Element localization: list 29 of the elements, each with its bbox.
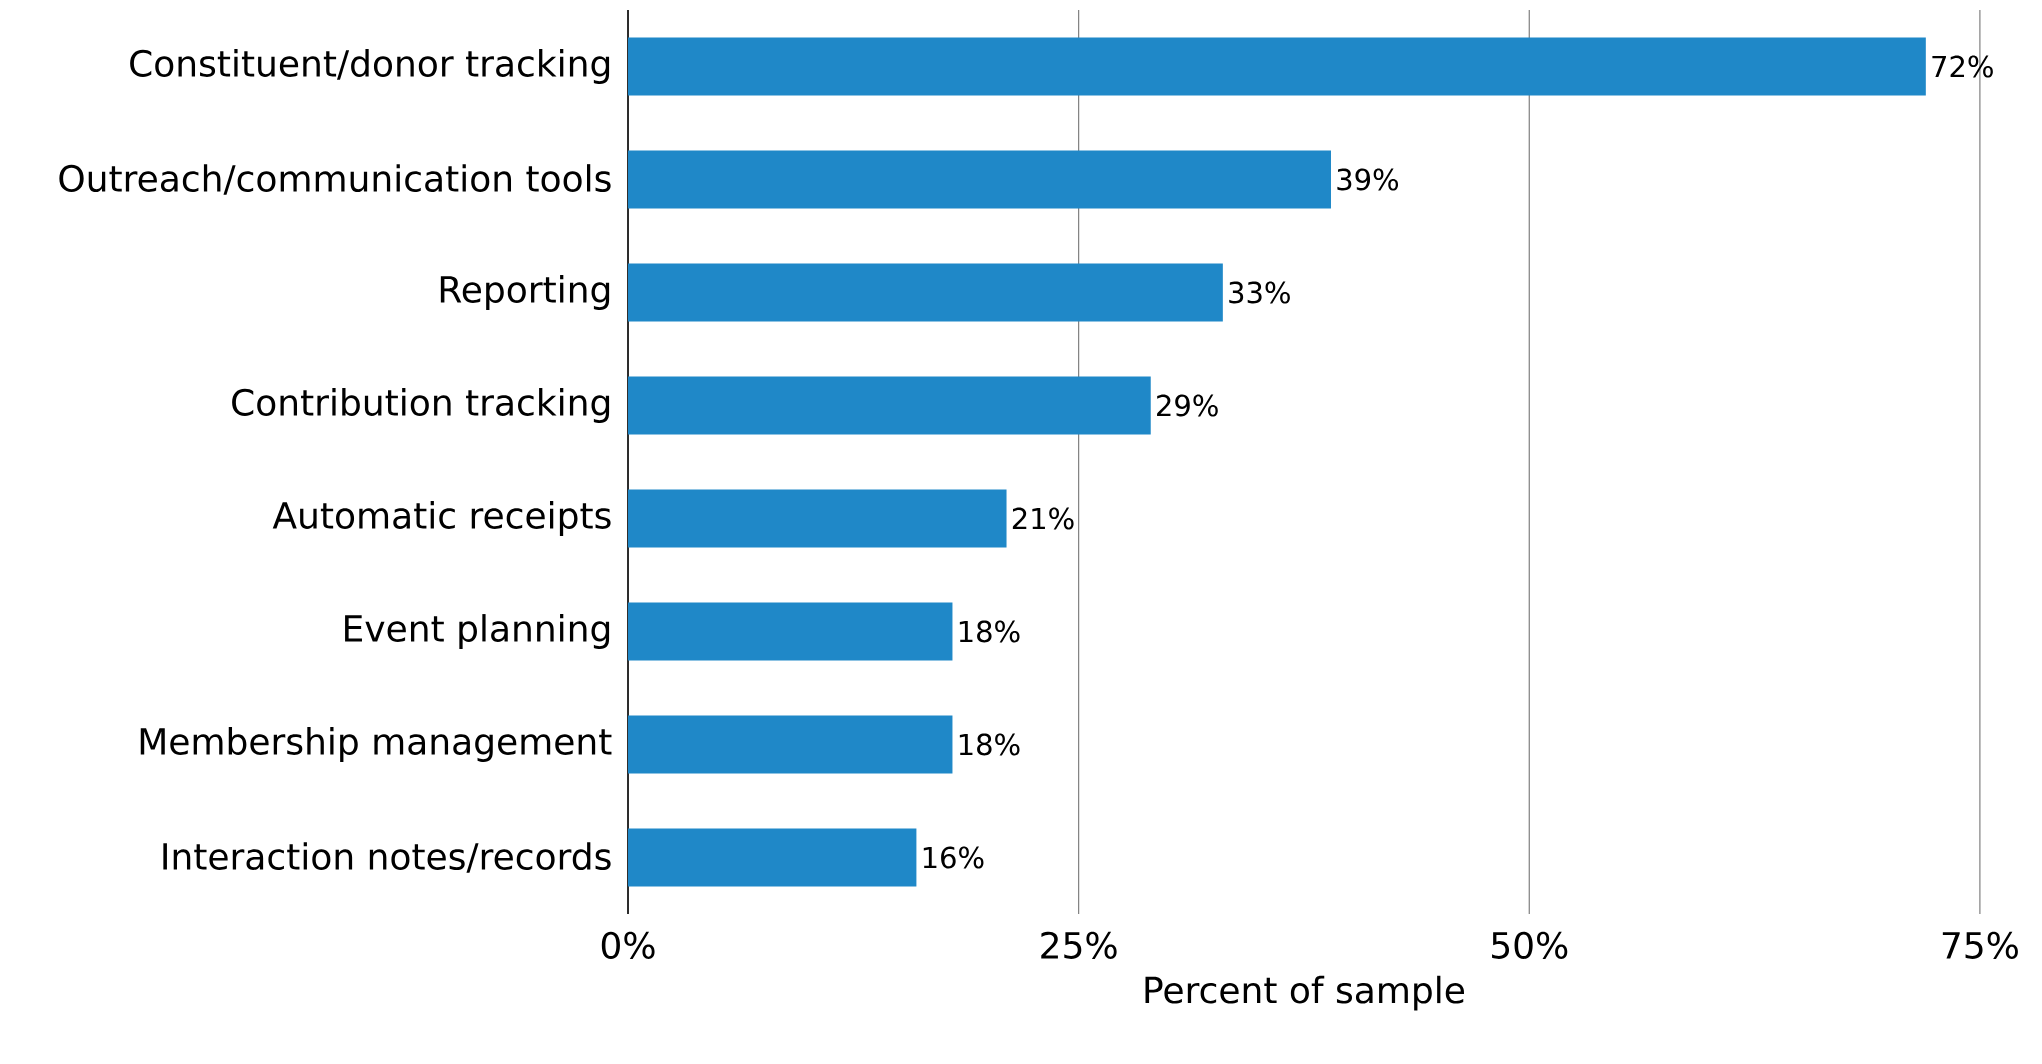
data-label: 16% bbox=[923, 846, 984, 869]
bar bbox=[628, 150, 1331, 209]
bar bbox=[628, 489, 1007, 548]
bar bbox=[628, 376, 1151, 435]
bar bbox=[628, 828, 917, 887]
y-tick-label: Outreach/communication tools bbox=[59, 164, 611, 195]
y-tick-label: Constituent/donor tracking bbox=[130, 49, 610, 84]
y-tick-label: Automatic receipts bbox=[272, 501, 611, 536]
data-label: 29% bbox=[1157, 394, 1218, 417]
data-label: 39% bbox=[1337, 168, 1399, 191]
bar bbox=[628, 37, 1926, 96]
data-label: 18% bbox=[959, 620, 1020, 643]
data-label: 33% bbox=[1229, 281, 1290, 304]
bar bbox=[628, 715, 953, 774]
bar bbox=[628, 602, 953, 661]
y-tick-label: Event planning bbox=[345, 614, 610, 649]
x-tick-label: 25% bbox=[1041, 931, 1117, 959]
data-label: 18% bbox=[959, 733, 1020, 756]
x-tick-label: 75% bbox=[1942, 931, 2018, 959]
y-tick-label: Contribution tracking bbox=[232, 388, 610, 423]
y-tick-label: Interaction notes/records bbox=[163, 842, 611, 873]
y-tick-label: Membership management bbox=[140, 727, 612, 762]
data-label: 21% bbox=[1012, 507, 1074, 530]
x-tick-label: 50% bbox=[1492, 931, 1568, 959]
data-label: 72% bbox=[1932, 55, 1993, 78]
bar bbox=[628, 263, 1223, 322]
x-axis-title: Percent of sample bbox=[1145, 975, 1464, 1011]
y-tick-label: Reporting bbox=[440, 275, 610, 310]
x-tick-label: 0% bbox=[601, 931, 655, 959]
